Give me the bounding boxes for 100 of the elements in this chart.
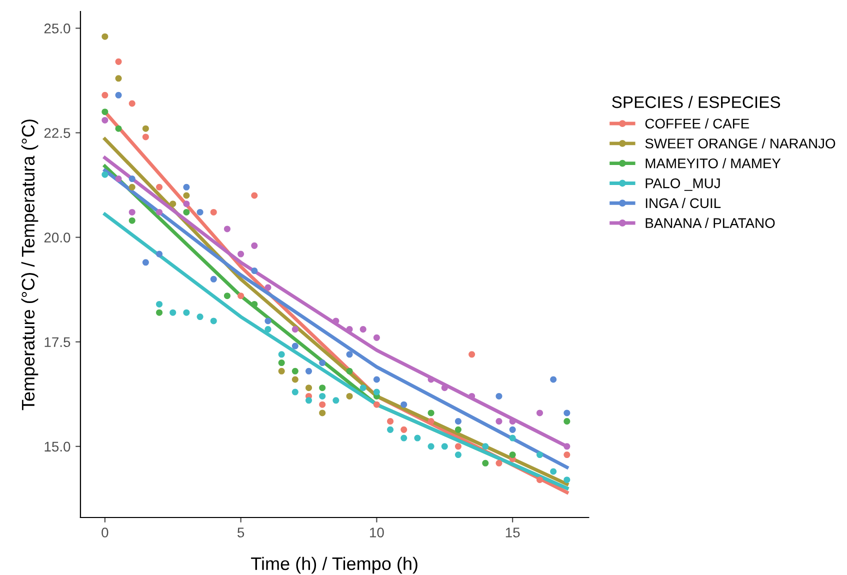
point	[564, 410, 570, 416]
point	[536, 476, 544, 484]
point	[305, 368, 312, 374]
point	[264, 284, 272, 291]
point	[550, 376, 557, 383]
point	[156, 250, 163, 258]
point	[564, 476, 570, 484]
point	[373, 376, 380, 383]
point	[428, 418, 434, 425]
point	[536, 452, 544, 458]
point	[305, 397, 312, 404]
point	[441, 443, 448, 450]
point	[183, 200, 190, 208]
point	[278, 351, 285, 358]
point	[170, 309, 176, 316]
point	[210, 318, 217, 324]
point	[428, 376, 434, 383]
point	[292, 368, 298, 374]
point	[564, 443, 570, 450]
point	[115, 92, 122, 98]
point	[183, 208, 190, 216]
point	[454, 452, 462, 458]
y-tick-label: 15.0	[44, 442, 70, 452]
y-tick-label: 20.0	[44, 232, 70, 242]
legend-label: COFFEE / CAFE	[645, 118, 750, 129]
point	[278, 368, 285, 374]
point	[170, 200, 176, 208]
point	[346, 351, 353, 358]
point	[387, 418, 394, 425]
point	[102, 92, 108, 98]
point	[196, 314, 204, 320]
point	[319, 401, 326, 408]
point	[454, 426, 462, 433]
point	[428, 443, 434, 450]
legend-label: PALO _MUJ	[646, 178, 720, 191]
point	[251, 268, 258, 274]
point	[251, 242, 258, 249]
point	[400, 434, 408, 442]
point	[387, 426, 394, 433]
point	[332, 318, 340, 324]
point	[102, 171, 108, 178]
y-tick-label: 17.5	[44, 337, 70, 348]
point	[128, 100, 136, 107]
point	[509, 452, 516, 458]
point	[319, 410, 326, 416]
point	[115, 125, 122, 132]
point	[509, 434, 516, 442]
point	[102, 108, 108, 116]
point	[360, 326, 366, 333]
point	[468, 351, 476, 358]
x-tick-label: 15	[506, 528, 520, 538]
point	[482, 460, 489, 466]
x-tick-label: 0	[102, 528, 108, 538]
point	[128, 208, 136, 216]
point	[264, 318, 272, 324]
point	[238, 292, 244, 300]
point	[319, 392, 326, 400]
point	[142, 125, 149, 132]
point	[102, 116, 108, 124]
point	[550, 468, 557, 475]
point	[156, 300, 163, 308]
point	[454, 443, 462, 450]
point	[441, 384, 448, 392]
point	[346, 392, 353, 400]
point	[400, 401, 408, 408]
point	[196, 208, 204, 216]
point	[102, 33, 108, 40]
point	[373, 334, 380, 341]
y-axis-title: Temperature (°C) / Temperatura (°C)	[21, 120, 38, 410]
point	[115, 58, 122, 65]
point	[128, 176, 136, 182]
point	[115, 75, 122, 82]
legend-label: INGA / CUIL	[646, 198, 721, 208]
point	[224, 226, 230, 232]
point	[251, 192, 258, 199]
point	[156, 309, 163, 316]
point	[183, 309, 190, 316]
legend-title: SPECIES / ESPECIES	[612, 96, 780, 108]
point	[400, 426, 408, 433]
legend-label: BANANA / PLATANO	[646, 218, 775, 228]
point	[373, 401, 380, 408]
point	[115, 176, 122, 182]
point	[142, 259, 149, 266]
point	[128, 217, 136, 224]
point	[128, 184, 136, 190]
x-tick-label: 10	[370, 528, 384, 538]
point	[292, 342, 298, 350]
point	[454, 418, 462, 425]
point	[509, 426, 516, 433]
point	[346, 326, 353, 333]
point	[156, 184, 163, 190]
point	[292, 326, 298, 333]
point	[373, 388, 380, 396]
point	[305, 384, 312, 392]
point	[360, 384, 366, 392]
point	[536, 410, 544, 416]
legend-label: SWEET ORANGE / NARANJO	[645, 138, 836, 148]
point	[292, 376, 298, 383]
point	[482, 443, 489, 450]
y-tick-label: 25.0	[44, 24, 70, 34]
